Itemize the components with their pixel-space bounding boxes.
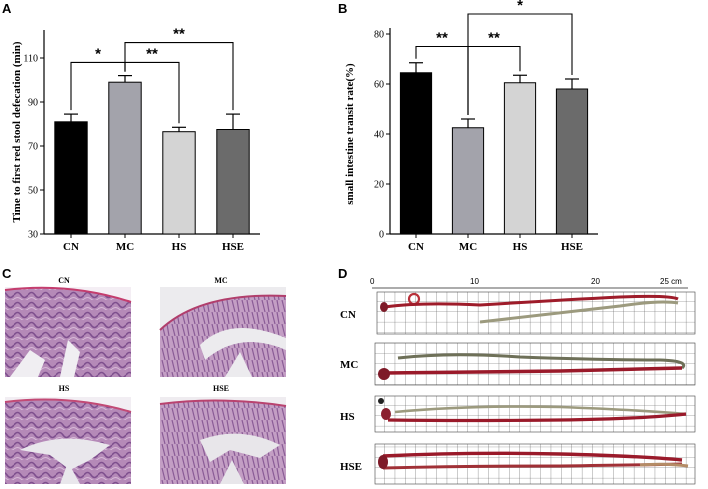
y-tick-label: 20: [374, 180, 384, 191]
significance-label: **: [488, 30, 500, 47]
chart-b: small intestine transit rate(%) 0 20 40 60 8…: [344, 0, 598, 253]
x-category-label: HS: [172, 241, 187, 253]
intestine-label-cn: CN: [340, 309, 356, 321]
y-tick-label: 0: [379, 230, 384, 241]
bar-hs: [503, 82, 537, 235]
bar-hse: [216, 129, 250, 235]
panel-letter-c: C: [2, 266, 12, 281]
x-category-label: CN: [408, 241, 424, 253]
significance-label: **: [173, 26, 185, 43]
ruler: 0 10 20 25 cm: [370, 277, 688, 289]
ruler-tick-0: 0: [370, 277, 375, 286]
chart-a-ylabel: Time to first red stool defecation (min): [11, 41, 23, 222]
panel-letter-a: A: [2, 1, 12, 16]
histology-title-mc: MC: [214, 276, 228, 285]
panel-letter-d: D: [338, 266, 347, 281]
histology-title-hs: HS: [59, 384, 70, 393]
histology-image-cn: [4, 286, 132, 377]
y-tick-label: 70: [28, 142, 38, 153]
ruler-tick-10: 10: [470, 277, 479, 286]
significance-label: **: [436, 30, 448, 47]
y-tick-label: 40: [374, 130, 384, 141]
x-category-label: MC: [116, 241, 134, 253]
histology-title-cn: CN: [58, 276, 70, 285]
intestine-label-hs: HS: [340, 411, 355, 423]
y-tick-label: 90: [28, 98, 38, 109]
histology-image-hse: [159, 397, 287, 484]
bar-cn: [399, 72, 433, 235]
intestine-photo-hse: [374, 443, 696, 485]
histology-image-hs: [4, 397, 132, 484]
intestine-photo-cn: [376, 291, 696, 335]
ruler-tick-25: 25 cm: [660, 277, 682, 286]
x-category-label: HSE: [222, 241, 244, 253]
histology-panel: CN MC HS HSE: [4, 276, 287, 484]
intestine-photo-hs: [374, 395, 696, 433]
histology-image-mc: [159, 287, 287, 377]
y-tick-label: 80: [374, 30, 384, 41]
bar-mc: [108, 81, 142, 235]
intestine-photo-mc: [374, 342, 696, 386]
y-tick-label: 110: [23, 54, 38, 65]
significance-label: *: [95, 45, 101, 62]
y-tick-label: 50: [28, 186, 38, 197]
panel-letter-b: B: [338, 1, 347, 16]
significance-bracket: [467, 13, 573, 115]
x-category-label: HS: [513, 241, 528, 253]
intestine-panel: 0 10 20 25 cm CN MC HS: [340, 277, 696, 485]
significance-label: **: [146, 45, 158, 62]
significance-label: *: [517, 0, 523, 14]
bar-hs: [162, 131, 196, 235]
y-tick-label: 30: [28, 230, 38, 241]
significance-bracket: [124, 42, 234, 111]
y-tick-label: 60: [374, 80, 384, 91]
bar-mc: [451, 127, 485, 235]
ruler-tick-20: 20: [591, 277, 600, 286]
x-category-label: CN: [63, 241, 79, 253]
x-category-label: MC: [459, 241, 477, 253]
chart-b-ylabel: small intestine transit rate(%): [344, 63, 356, 205]
intestine-label-hse: HSE: [340, 461, 362, 473]
bar-cn: [54, 121, 88, 235]
intestine-label-mc: MC: [340, 359, 358, 371]
bar-hse: [555, 88, 589, 235]
histology-title-hse: HSE: [213, 384, 229, 393]
x-category-label: HSE: [561, 241, 583, 253]
chart-a: Time to first red stool defecation (min)…: [11, 26, 260, 253]
